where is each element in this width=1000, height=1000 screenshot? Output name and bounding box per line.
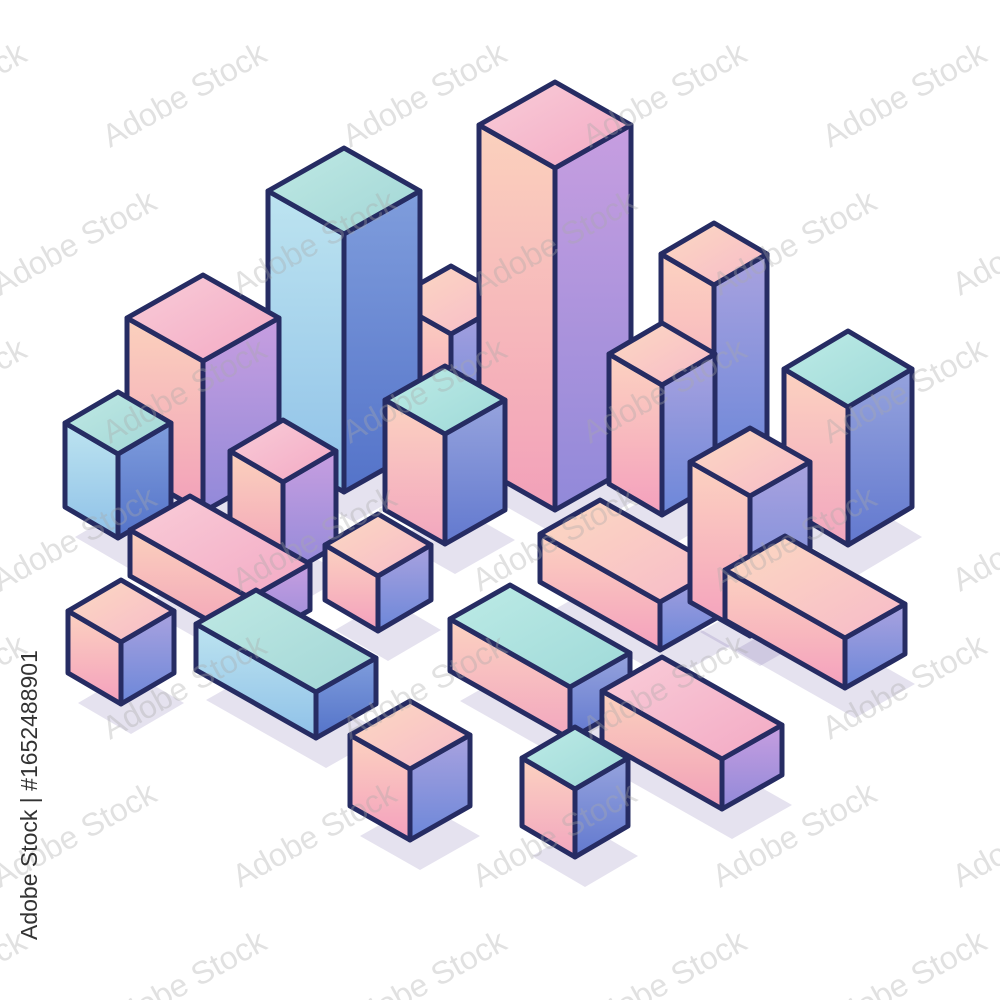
svg-text:Adobe Stock | #1652488901: Adobe Stock | #1652488901 bbox=[16, 650, 42, 940]
